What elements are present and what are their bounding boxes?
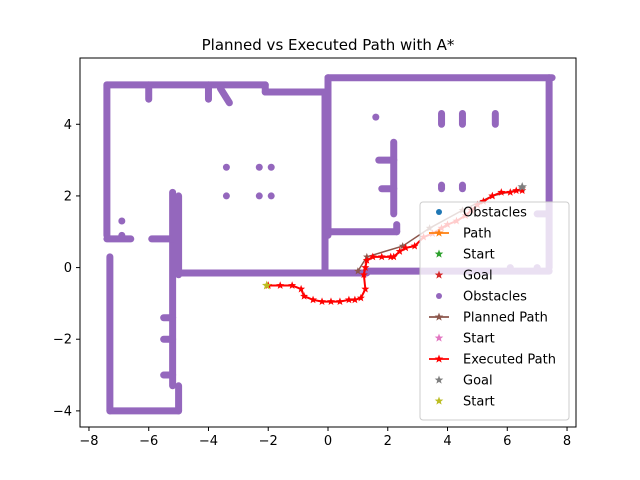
obstacle-point <box>222 192 230 200</box>
executed-path-point <box>401 243 410 252</box>
executed-path-point <box>350 295 359 304</box>
obstacle-point <box>118 217 126 225</box>
executed-path-point <box>389 252 398 261</box>
legend-marker <box>434 228 444 237</box>
executed-path-point <box>300 292 309 300</box>
obstacle-segment <box>216 84 233 107</box>
y-tick-label: −4 <box>53 404 72 419</box>
x-tick-label: −2 <box>259 434 278 449</box>
legend-box <box>419 201 570 421</box>
chart-title: Planned vs Executed Path with A* <box>202 36 455 54</box>
x-tick-label: −8 <box>79 434 98 449</box>
obstacle-point <box>118 231 126 239</box>
obstacle-point <box>255 163 263 171</box>
legend-label: Goal <box>463 374 493 389</box>
legend-marker <box>436 209 442 215</box>
executed-path-point <box>362 256 371 264</box>
executed-path-point <box>488 191 497 200</box>
legend-marker <box>434 312 444 321</box>
legend-label: Start <box>463 395 495 410</box>
executed-path-point <box>344 295 353 304</box>
executed-path-point <box>359 270 368 279</box>
obstacle-point <box>267 163 275 171</box>
executed-path-point <box>335 297 344 306</box>
executed-path-point <box>356 293 365 302</box>
legend-marker <box>434 396 444 405</box>
executed-path-point <box>410 241 419 250</box>
legend-label: Obstacles <box>463 206 527 221</box>
y-tick-label: 2 <box>64 189 72 204</box>
x-tick-label: 0 <box>324 434 332 449</box>
legend-marker <box>434 333 444 342</box>
legend-marker <box>434 354 444 363</box>
legend-marker <box>436 293 442 299</box>
legend-marker <box>434 249 444 258</box>
planned-path-point <box>354 267 362 275</box>
executed-path-point <box>479 197 488 205</box>
y-tick-label: 0 <box>64 261 72 276</box>
y-tick-label: 4 <box>64 118 72 133</box>
x-tick-label: 8 <box>563 434 571 449</box>
start-marker <box>261 280 272 290</box>
obstacle-point <box>255 192 263 200</box>
executed-path-point <box>309 295 318 304</box>
legend-marker <box>434 375 444 384</box>
executed-path-point <box>361 263 370 271</box>
obstacle-point <box>372 113 380 121</box>
executed-path-point <box>377 252 386 261</box>
legend-label: Start <box>463 332 495 347</box>
executed-path-point <box>386 252 395 261</box>
executed-path-point <box>395 247 404 255</box>
executed-path-point <box>361 284 370 293</box>
legend-marker <box>434 270 444 279</box>
legend: Obstacles Path Start Goal Obstacles Planned P… <box>419 201 570 421</box>
executed-path-point <box>512 186 521 194</box>
x-tick-label: 6 <box>503 434 511 449</box>
legend-label: Goal <box>463 269 493 284</box>
legend-label: Path <box>463 227 492 242</box>
legend-label: Obstacles <box>463 290 527 305</box>
executed-path-point <box>297 284 306 293</box>
x-tick-label: −6 <box>139 434 158 449</box>
executed-path-point <box>368 252 377 261</box>
legend-label: Executed Path <box>463 353 556 368</box>
legend-label: Planned Path <box>463 311 548 326</box>
executed-path-point <box>518 186 527 194</box>
x-tick-label: 4 <box>443 434 451 449</box>
obstacle-point <box>267 192 275 200</box>
x-tick-label: −4 <box>199 434 218 449</box>
legend-label: Start <box>463 248 495 263</box>
executed-path-point <box>288 281 297 289</box>
obstacle-point <box>222 163 230 171</box>
executed-path-point <box>326 297 335 306</box>
x-tick-label: 2 <box>384 434 392 449</box>
axis-ticks: −8 −6 −4 −2 0 2 4 6 8 −4 −2 0 2 4 <box>53 118 571 449</box>
executed-path-point <box>506 188 515 196</box>
planned-path-point <box>398 242 407 250</box>
goal-marker <box>517 181 527 192</box>
executed-path-point <box>497 188 506 196</box>
executed-path-point <box>276 281 285 289</box>
executed-path-point <box>318 297 327 306</box>
y-tick-label: −2 <box>53 333 72 348</box>
